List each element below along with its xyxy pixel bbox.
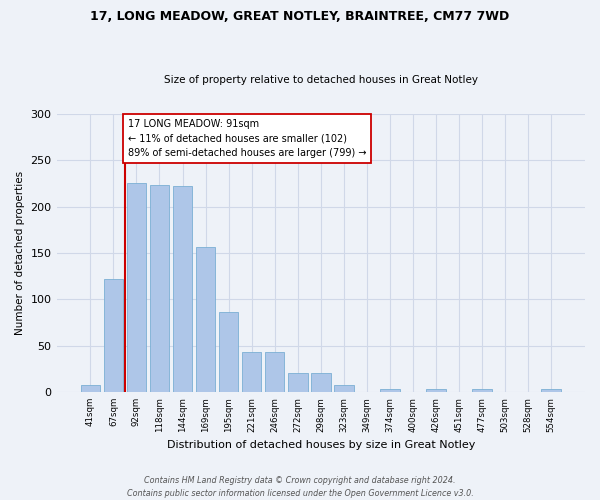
Bar bbox=[472, 389, 492, 392]
Y-axis label: Number of detached properties: Number of detached properties bbox=[15, 171, 25, 335]
Bar bbox=[196, 248, 215, 392]
Text: 17 LONG MEADOW: 91sqm
← 11% of detached houses are smaller (102)
89% of semi-det: 17 LONG MEADOW: 91sqm ← 11% of detached … bbox=[128, 118, 366, 158]
Bar bbox=[288, 374, 308, 392]
Bar bbox=[541, 389, 561, 392]
Text: 17, LONG MEADOW, GREAT NOTLEY, BRAINTREE, CM77 7WD: 17, LONG MEADOW, GREAT NOTLEY, BRAINTREE… bbox=[91, 10, 509, 23]
Bar bbox=[265, 352, 284, 392]
X-axis label: Distribution of detached houses by size in Great Notley: Distribution of detached houses by size … bbox=[167, 440, 475, 450]
Bar bbox=[173, 186, 193, 392]
Bar bbox=[380, 389, 400, 392]
Title: Size of property relative to detached houses in Great Notley: Size of property relative to detached ho… bbox=[164, 76, 478, 86]
Bar bbox=[242, 352, 262, 392]
Bar bbox=[80, 386, 100, 392]
Bar bbox=[127, 182, 146, 392]
Bar bbox=[311, 374, 331, 392]
Bar bbox=[219, 312, 238, 392]
Bar bbox=[149, 186, 169, 392]
Text: Contains HM Land Registry data © Crown copyright and database right 2024.
Contai: Contains HM Land Registry data © Crown c… bbox=[127, 476, 473, 498]
Bar bbox=[334, 384, 353, 392]
Bar bbox=[426, 389, 446, 392]
Bar bbox=[104, 279, 123, 392]
